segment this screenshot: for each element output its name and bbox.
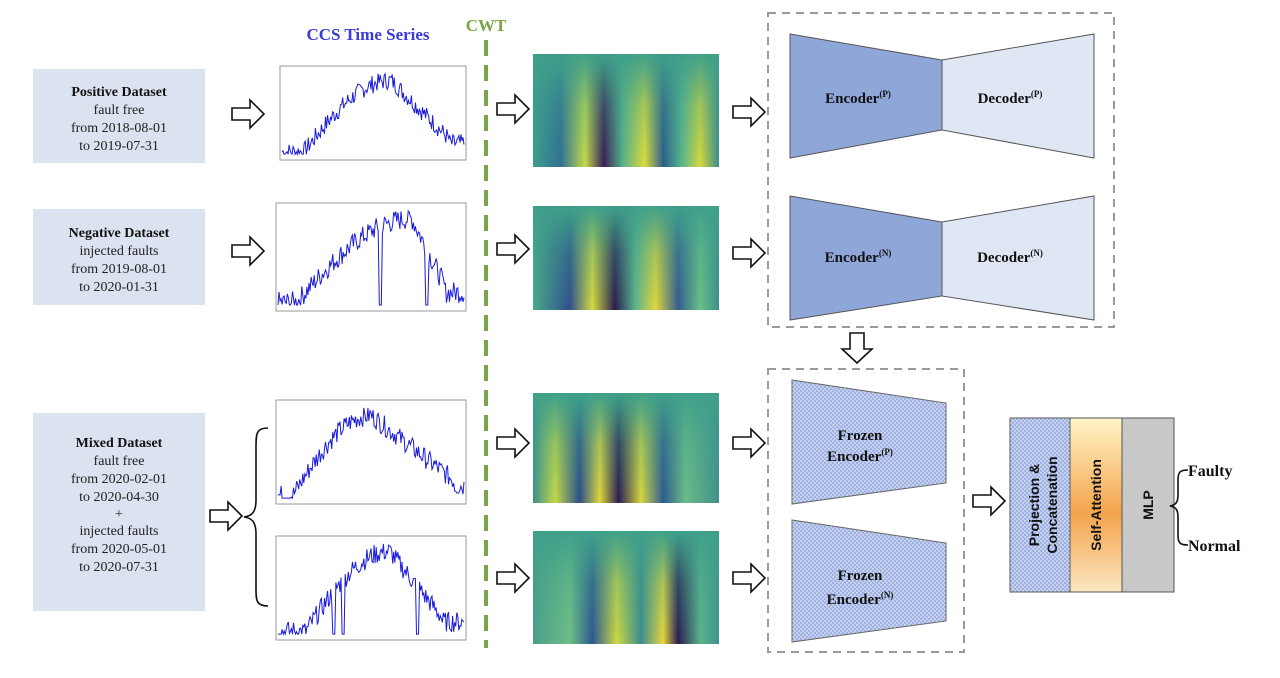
decoder-superscript: (N) bbox=[1030, 248, 1043, 258]
dataset-line: to 2020-07-31 bbox=[79, 560, 159, 575]
arrow-icon bbox=[972, 485, 1007, 517]
svg-text:Decoder(P): Decoder(P) bbox=[978, 89, 1043, 107]
self-attention-block bbox=[1069, 417, 1123, 593]
dataset-line: to 2020-04-30 bbox=[79, 490, 159, 505]
arrow-icon bbox=[732, 96, 767, 128]
concatenation-label: Concatenation bbox=[1044, 456, 1060, 553]
arrow-icon bbox=[496, 562, 531, 594]
encoder-superscript: (N) bbox=[879, 248, 892, 258]
arrow-icon bbox=[209, 500, 244, 532]
encoder-label: Encoder bbox=[825, 91, 880, 107]
frozen-superscript: (N) bbox=[881, 590, 894, 600]
frozen-encoder-label: Encoder bbox=[827, 592, 882, 608]
cwt-scalogram-positive bbox=[533, 54, 719, 167]
arrow-icon bbox=[732, 427, 767, 459]
mlp-label: MLP bbox=[1140, 490, 1156, 520]
autoencoder-positive: Encoder(P) Decoder(P) bbox=[789, 33, 1095, 159]
frozen-superscript: (P) bbox=[881, 447, 893, 457]
svg-text:Encoder(N): Encoder(N) bbox=[827, 590, 894, 608]
ccs-series-line bbox=[277, 407, 465, 500]
dataset-line: from 2018-08-01 bbox=[71, 121, 167, 136]
dataset-line: to 2020-01-31 bbox=[79, 280, 159, 295]
dataset-line: to 2019-07-31 bbox=[79, 139, 159, 154]
frozen-encoder-label: Encoder bbox=[827, 449, 882, 465]
mlp-block bbox=[1121, 417, 1175, 593]
arrow-icon bbox=[496, 427, 531, 459]
arrow-icon bbox=[732, 562, 767, 594]
dataset-line: from 2019-08-01 bbox=[71, 262, 167, 277]
mixed-dataset-box: Mixed Dataset fault free from 2020-02-01… bbox=[33, 413, 205, 611]
output-brace bbox=[1169, 469, 1189, 546]
ccs-plot-negative bbox=[275, 202, 467, 312]
arrow-icon bbox=[496, 233, 531, 265]
ccs-title: CCS Time Series bbox=[306, 25, 429, 44]
svg-text:Encoder(P): Encoder(P) bbox=[825, 89, 891, 107]
autoencoder-negative: Encoder(N) Decoder(N) bbox=[789, 195, 1095, 321]
decoder-positive bbox=[941, 33, 1095, 159]
dataset-line: injected faults bbox=[80, 524, 159, 539]
autoencoder-container bbox=[767, 12, 1115, 328]
dataset-line: fault free bbox=[94, 103, 145, 118]
dataset-line: fault free bbox=[94, 454, 145, 469]
decoder-label: Decoder bbox=[977, 250, 1031, 266]
svg-text:Encoder(N): Encoder(N) bbox=[825, 248, 892, 266]
encoder-superscript: (P) bbox=[879, 89, 891, 99]
ccs-series-group bbox=[277, 71, 465, 636]
ccs-series-line bbox=[281, 71, 465, 157]
decoder-superscript: (P) bbox=[1031, 89, 1043, 99]
dataset-title: Negative Dataset bbox=[69, 226, 170, 241]
output-faulty: Faulty bbox=[1188, 463, 1232, 480]
cwt-label: CWT bbox=[466, 16, 507, 35]
frozen-encoder-negative: Frozen Encoder(N) bbox=[791, 519, 947, 643]
arrow-icon bbox=[839, 332, 875, 365]
positive-dataset-box: Positive Dataset fault free from 2018-08… bbox=[33, 69, 205, 163]
dataset-line: injected faults bbox=[80, 244, 159, 259]
svg-text:Decoder(N): Decoder(N) bbox=[977, 248, 1043, 266]
ccs-plot-mixed-1 bbox=[275, 399, 467, 505]
cwt-scalogram-mixed-1 bbox=[533, 393, 719, 503]
encoder-label: Encoder bbox=[825, 250, 880, 266]
arrow-icon bbox=[732, 237, 767, 269]
dataset-line: from 2020-05-01 bbox=[71, 542, 167, 557]
arrow-icon bbox=[496, 93, 531, 125]
dataset-line: from 2020-02-01 bbox=[71, 472, 167, 487]
frozen-label: Frozen bbox=[838, 568, 883, 584]
dataset-line: + bbox=[115, 507, 123, 522]
self-attention-label: Self-Attention bbox=[1088, 459, 1104, 551]
arrow-icon bbox=[231, 98, 266, 130]
dataset-title: Mixed Dataset bbox=[76, 436, 163, 451]
projection-block bbox=[1009, 417, 1071, 593]
output-normal: Normal bbox=[1188, 538, 1241, 555]
projection-label: Projection & bbox=[1026, 464, 1042, 546]
brace bbox=[243, 427, 269, 607]
cwt-scalogram-mixed-2 bbox=[533, 531, 719, 644]
ccs-plot-positive bbox=[279, 65, 467, 161]
dataset-title: Positive Dataset bbox=[71, 85, 167, 100]
frozen-encoder-container bbox=[767, 368, 965, 653]
decoder-negative bbox=[941, 195, 1095, 321]
fusion-stack: Projection & Concatenation Self-Attentio… bbox=[1009, 417, 1175, 593]
decoder-label: Decoder bbox=[978, 91, 1032, 107]
arrow-icon bbox=[231, 235, 266, 267]
frozen-encoder-positive: Frozen Encoder(P) bbox=[791, 379, 947, 505]
frozen-label: Frozen bbox=[838, 428, 883, 444]
flow-arrows bbox=[209, 93, 1007, 594]
svg-text:Encoder(P): Encoder(P) bbox=[827, 447, 893, 465]
negative-dataset-box: Negative Dataset injected faults from 20… bbox=[33, 209, 205, 305]
ccs-series-line bbox=[277, 209, 465, 306]
cwt-scalogram-negative bbox=[533, 206, 719, 310]
ccs-series-line bbox=[278, 543, 465, 636]
